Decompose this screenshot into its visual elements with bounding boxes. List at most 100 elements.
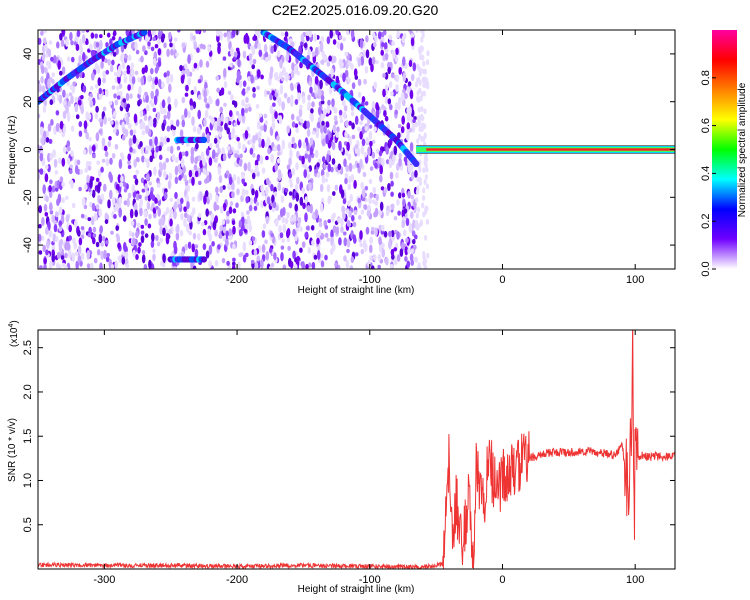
heatmap-cell — [70, 150, 74, 157]
heatmap-cell — [207, 44, 211, 53]
heatmap-cell — [396, 254, 401, 262]
heatmap-cell — [111, 152, 116, 159]
heatmap-cell — [100, 60, 104, 70]
heatmap-cell — [125, 105, 130, 113]
heatmap-cell — [288, 157, 292, 166]
heatmap-cell — [95, 241, 100, 248]
heatmap-cell — [89, 99, 94, 108]
heatmap-cell — [102, 77, 106, 84]
heatmap-cell — [173, 209, 177, 220]
heatmap-cell — [216, 87, 220, 93]
heatmap-cell — [254, 164, 259, 174]
heatmap-cell — [345, 208, 350, 214]
heatmap-cell — [289, 82, 294, 90]
heatmap-cell — [223, 68, 227, 78]
heatmap-cell — [263, 89, 268, 98]
heatmap-cell — [95, 177, 100, 182]
heatmap-cell — [56, 251, 61, 260]
heatmap-cell — [374, 200, 379, 206]
heatmap-cell — [122, 98, 126, 103]
heatmap-cell — [377, 31, 382, 40]
heatmap-cell — [404, 92, 408, 100]
heatmap-cell — [197, 233, 201, 241]
heatmap-cell — [194, 170, 199, 178]
heatmap-cell — [135, 49, 140, 55]
heatmap-cell — [248, 138, 253, 145]
heatmap-cell — [206, 103, 210, 109]
heatmap-cell — [158, 154, 163, 161]
heatmap-cell — [410, 73, 415, 82]
heatmap-cell — [357, 91, 362, 98]
heatmap-cell — [373, 126, 378, 132]
heatmap-cell — [121, 257, 126, 265]
heatmap-cell — [416, 185, 420, 192]
heatmap-cell — [83, 120, 88, 130]
heatmap-cell — [184, 212, 188, 219]
heatmap-cell — [166, 70, 170, 77]
heatmap-cell — [361, 96, 366, 103]
heatmap-cell — [402, 56, 406, 67]
heatmap-cell — [38, 233, 42, 242]
heatmap-cell — [217, 117, 221, 127]
heatmap-cell — [144, 196, 149, 201]
heatmap-cell — [393, 247, 398, 252]
heatmap-cell — [124, 251, 129, 259]
heatmap-cell — [288, 191, 293, 196]
snr-line — [38, 330, 675, 569]
heatmap-cell — [420, 36, 424, 43]
heatmap-cell — [324, 224, 329, 230]
heatmap-cell — [408, 30, 412, 33]
heatmap-cell — [91, 72, 95, 81]
heatmap-cell — [94, 62, 99, 70]
heatmap-cell — [183, 206, 187, 213]
heatmap-cell — [379, 201, 384, 211]
heatmap-cell — [370, 265, 375, 269]
heatmap-cell — [150, 240, 155, 248]
heatmap-cell — [39, 168, 44, 175]
heatmap-cell — [166, 110, 171, 120]
heatmap-cell — [252, 87, 256, 93]
heatmap-cell — [319, 79, 323, 90]
heatmap-cell — [219, 106, 224, 114]
heatmap-cell — [64, 252, 68, 259]
heatmap-cell — [144, 183, 148, 192]
heatmap-cell — [295, 127, 300, 134]
heatmap-cell — [219, 186, 223, 193]
heatmap-cell — [346, 219, 351, 227]
heatmap-cell — [320, 36, 325, 43]
heatmap-cell — [315, 129, 320, 139]
heatmap-cell — [52, 233, 57, 243]
heatmap-cell — [281, 216, 286, 224]
heatmap-cell — [289, 149, 293, 159]
heatmap-cell — [261, 244, 266, 253]
heatmap-cell — [154, 44, 159, 49]
heatmap-cell — [375, 148, 380, 154]
heatmap-cell — [343, 255, 347, 262]
heatmap-cell — [47, 60, 52, 70]
heatmap-cell — [227, 31, 231, 40]
heatmap-cell — [62, 146, 67, 154]
heatmap-cell — [233, 51, 238, 58]
heatmap-cell — [329, 248, 334, 255]
heatmap-cell — [252, 58, 257, 65]
heatmap-cell — [236, 176, 241, 185]
heatmap-cell — [320, 113, 324, 122]
heatmap-cell — [120, 53, 124, 63]
heatmap-cell — [245, 223, 249, 230]
heatmap-cell — [62, 124, 67, 134]
heatmap-cell — [423, 108, 427, 115]
heatmap-cell — [146, 104, 150, 112]
heatmap-cell — [378, 210, 383, 216]
heatmap-cell — [347, 183, 352, 191]
heatmap-cell — [53, 55, 57, 64]
heatmap-cell — [223, 102, 227, 107]
heatmap-cell — [43, 204, 48, 212]
heatmap-cell — [246, 126, 250, 132]
heatmap-cell — [345, 164, 350, 173]
heatmap-cell — [39, 265, 43, 269]
heatmap-cell — [393, 145, 398, 156]
heatmap-cell — [223, 80, 228, 89]
heatmap-cell — [72, 81, 76, 87]
heatmap-cell — [409, 89, 414, 100]
heatmap-cell — [340, 226, 344, 234]
